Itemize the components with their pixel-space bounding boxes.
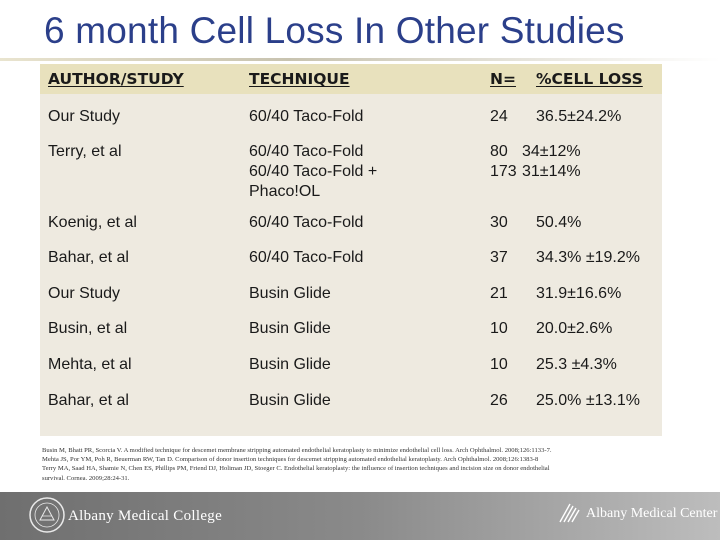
reference-line: Terry MA, Saad HA, Shamie N, Chen ES, Ph… <box>42 465 550 473</box>
header-n: N= <box>490 70 516 88</box>
table-cell-cell-loss: 25.0% ±13.1% <box>536 392 640 409</box>
table-cell-author: Terry, et al <box>48 143 122 160</box>
table-cell-technique: 60/40 Taco-Fold <box>249 108 364 125</box>
table-cell-author: Busin, et al <box>48 320 128 337</box>
table-cell-n: 173 <box>490 163 517 180</box>
table-cell-cell-loss: 34±12% <box>522 143 581 160</box>
medical-center-logo-icon <box>559 503 580 523</box>
table-cell-technique: 60/40 Taco-Fold <box>249 143 364 160</box>
slide-title: 6 month Cell Loss In Other Studies <box>44 10 625 51</box>
reference-line: Busin M, Bhatt PR, Scorcia V. A modified… <box>42 447 552 454</box>
table-cell-technique: Busin Glide <box>249 285 331 302</box>
table-cell-n: 80 <box>490 143 508 160</box>
reference-line: survival. Cornea. 2009;28:24-31. <box>42 474 130 482</box>
header-technique: TECHNIQUE <box>249 70 350 88</box>
table-cell-technique: Phaco!OL <box>249 183 321 200</box>
header-cell-loss: %CELL LOSS <box>536 70 643 88</box>
references: Busin M, Bhatt PR, Scorcia V. A modified… <box>42 446 682 483</box>
table-cell-technique: 60/40 Taco-Fold + <box>249 163 378 180</box>
table-cell-cell-loss: 36.5±24.2% <box>536 108 622 125</box>
table-cell-cell-loss: 25.3 ±4.3% <box>536 356 617 373</box>
footer-bar: Albany Medical College Albany Medical Ce… <box>0 492 720 540</box>
table-cell-n: 10 <box>490 320 508 337</box>
table-cell-n: 30 <box>490 214 508 231</box>
table-cell-cell-loss: 31±14% <box>522 163 581 180</box>
table-cell-author: Mehta, et al <box>48 356 132 373</box>
table-cell-cell-loss: 20.0±2.6% <box>536 320 613 337</box>
results-table: AUTHOR/STUDY TECHNIQUE N= %CELL LOSS Our… <box>40 64 662 436</box>
table-cell-author: Our Study <box>48 285 121 302</box>
table-cell-n: 21 <box>490 285 508 302</box>
table-cell-cell-loss: 50.4% <box>536 214 582 231</box>
table-cell-technique: Busin Glide <box>249 356 331 373</box>
reference-line: Mehta JS, Por YM, Poh R, Beuerman RW, Ta… <box>42 456 539 464</box>
center-name: Albany Medical Center <box>586 506 718 521</box>
table-cell-technique: 60/40 Taco-Fold <box>249 249 364 266</box>
table-cell-author: Koenig, et al <box>48 214 137 231</box>
table-cell-author: Our Study <box>48 108 121 125</box>
table-cell-n: 24 <box>490 108 508 125</box>
table-cell-technique: 60/40 Taco-Fold <box>249 214 364 231</box>
college-name: Albany Medical College <box>68 508 223 524</box>
college-seal-icon <box>29 497 65 533</box>
title-divider <box>0 58 720 61</box>
table-cell-n: 37 <box>490 249 508 266</box>
table-cell-technique: Busin Glide <box>249 392 331 409</box>
table-cell-cell-loss: 34.3% ±19.2% <box>536 249 640 266</box>
header-author: AUTHOR/STUDY <box>48 70 184 88</box>
table-cell-n: 26 <box>490 392 508 409</box>
table-cell-author: Bahar, et al <box>48 392 129 409</box>
table-cell-technique: Busin Glide <box>249 320 331 337</box>
table-cell-author: Bahar, et al <box>48 249 129 266</box>
table-header-row: AUTHOR/STUDY TECHNIQUE N= %CELL LOSS <box>40 64 662 94</box>
table-cell-n: 10 <box>490 356 508 373</box>
table-cell-cell-loss: 31.9±16.6% <box>536 285 622 302</box>
